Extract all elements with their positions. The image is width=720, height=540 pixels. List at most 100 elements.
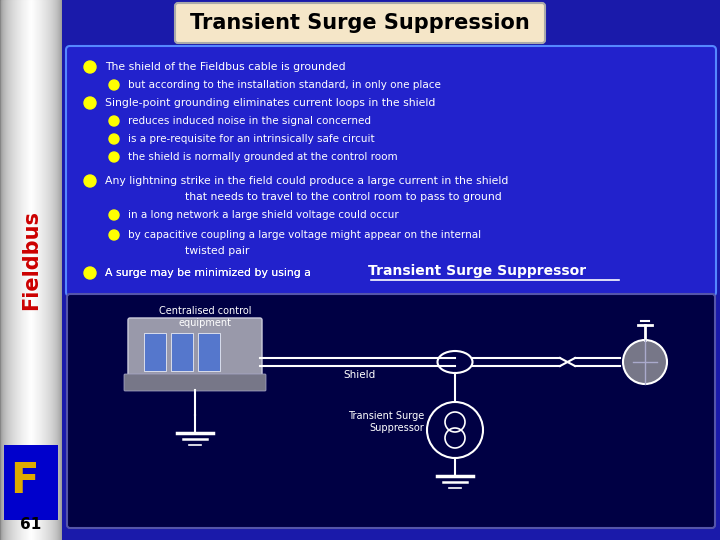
Circle shape [109, 80, 119, 90]
Bar [54, 0, 55, 540]
Bar [36, 0, 37, 540]
Bar [56, 0, 57, 540]
Text: Any lightning strike in the field could produce a large current in the shield: Any lightning strike in the field could … [105, 176, 508, 186]
Bar [57, 0, 58, 540]
Bar [3, 0, 4, 540]
Bar [34, 0, 35, 540]
Bar [14, 0, 15, 540]
Bar [4, 445, 58, 520]
Bar [10, 0, 11, 540]
Bar [2, 0, 3, 540]
Bar [46, 0, 47, 540]
Text: Transient Surge
Suppressor: Transient Surge Suppressor [348, 411, 424, 433]
Circle shape [84, 175, 96, 187]
Bar [32, 0, 33, 540]
Bar [42, 0, 43, 540]
Text: Transient Surge Suppression: Transient Surge Suppression [190, 13, 530, 33]
FancyBboxPatch shape [144, 333, 166, 371]
Bar [35, 0, 36, 540]
Circle shape [84, 267, 96, 279]
Text: A surge may be minimized by using a: A surge may be minimized by using a [105, 268, 315, 278]
Bar [52, 0, 53, 540]
Bar [8, 0, 9, 540]
Bar [25, 0, 26, 540]
Text: Shield: Shield [344, 370, 376, 380]
Text: F: F [10, 460, 38, 502]
Bar [11, 0, 12, 540]
Text: the shield is normally grounded at the control room: the shield is normally grounded at the c… [128, 152, 397, 162]
Bar [28, 0, 29, 540]
Bar [23, 0, 24, 540]
Bar [49, 0, 50, 540]
Bar [48, 0, 49, 540]
Bar [30, 0, 31, 540]
Bar [20, 0, 21, 540]
Bar [29, 0, 30, 540]
Bar [16, 0, 17, 540]
Text: twisted pair: twisted pair [185, 246, 249, 256]
FancyBboxPatch shape [66, 46, 716, 296]
Bar [40, 0, 41, 540]
Bar [33, 0, 34, 540]
Text: Centralised control
equipment: Centralised control equipment [158, 306, 251, 328]
Text: Transient Surge Suppressor: Transient Surge Suppressor [368, 264, 586, 278]
Text: is a pre-requisite for an intrinsically safe circuit: is a pre-requisite for an intrinsically … [128, 134, 374, 144]
Bar [53, 0, 54, 540]
Text: Fieldbus: Fieldbus [21, 210, 41, 310]
Bar [37, 0, 38, 540]
Bar [5, 0, 6, 540]
Circle shape [109, 134, 119, 144]
Text: 61: 61 [20, 517, 42, 532]
Circle shape [109, 152, 119, 162]
Bar [4, 0, 5, 540]
Bar [0, 0, 1, 540]
Bar [50, 0, 51, 540]
Text: in a long network a large shield voltage could occur: in a long network a large shield voltage… [128, 210, 399, 220]
Bar [24, 0, 25, 540]
Text: that needs to travel to the control room to pass to ground: that needs to travel to the control room… [185, 192, 502, 202]
Text: but according to the installation standard, in only one place: but according to the installation standa… [128, 80, 441, 90]
FancyBboxPatch shape [171, 333, 193, 371]
FancyBboxPatch shape [175, 3, 545, 43]
Bar [6, 0, 7, 540]
Circle shape [109, 116, 119, 126]
Bar [60, 0, 61, 540]
Circle shape [109, 210, 119, 220]
Circle shape [84, 61, 96, 73]
Bar [13, 0, 14, 540]
Bar [39, 0, 40, 540]
Bar [15, 0, 16, 540]
Bar [1, 0, 2, 540]
Bar [55, 0, 56, 540]
Bar [26, 0, 27, 540]
Circle shape [84, 97, 96, 109]
Bar [22, 0, 23, 540]
Bar [45, 0, 46, 540]
Bar [61, 0, 62, 540]
Bar [51, 0, 52, 540]
Text: A surge may be minimized by using a: A surge may be minimized by using a [105, 268, 315, 278]
FancyBboxPatch shape [67, 294, 715, 528]
Bar [12, 0, 13, 540]
Circle shape [109, 230, 119, 240]
Bar [47, 0, 48, 540]
Bar [59, 0, 60, 540]
Bar [44, 0, 45, 540]
Bar [19, 0, 20, 540]
Circle shape [623, 340, 667, 384]
Bar [58, 0, 59, 540]
Text: Single-point grounding eliminates current loops in the shield: Single-point grounding eliminates curren… [105, 98, 436, 108]
Bar [43, 0, 44, 540]
Bar [31, 0, 32, 540]
Text: The shield of the Fieldbus cable is grounded: The shield of the Fieldbus cable is grou… [105, 62, 346, 72]
Bar [27, 0, 28, 540]
Bar [41, 0, 42, 540]
Bar [18, 0, 19, 540]
Bar [38, 0, 39, 540]
FancyBboxPatch shape [124, 374, 266, 391]
Text: by capacitive coupling a large voltage might appear on the internal: by capacitive coupling a large voltage m… [128, 230, 481, 240]
FancyBboxPatch shape [128, 318, 262, 382]
Bar [21, 0, 22, 540]
FancyBboxPatch shape [198, 333, 220, 371]
Bar [9, 0, 10, 540]
